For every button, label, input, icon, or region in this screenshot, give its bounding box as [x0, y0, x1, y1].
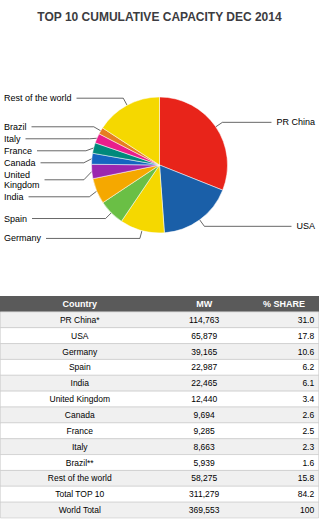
svg-text:Spain: Spain: [69, 362, 91, 372]
svg-text:MW: MW: [196, 299, 212, 309]
svg-text:Italy: Italy: [4, 134, 21, 144]
svg-text:Country: Country: [63, 299, 98, 309]
svg-text:Total TOP 10: Total TOP 10: [55, 489, 104, 499]
svg-text:369,553: 369,553: [189, 505, 220, 515]
svg-text:12,440: 12,440: [191, 394, 217, 404]
svg-text:15.8: 15.8: [298, 473, 315, 483]
svg-text:100: 100: [300, 505, 314, 515]
svg-text:PR China: PR China: [276, 117, 315, 127]
svg-text:United Kingdom: United Kingdom: [50, 394, 110, 404]
svg-text:6.2: 6.2: [302, 362, 314, 372]
svg-text:5,939: 5,939: [194, 458, 216, 468]
svg-text:India: India: [71, 378, 90, 388]
svg-text:9,694: 9,694: [194, 410, 216, 420]
svg-text:Kingdom: Kingdom: [4, 180, 40, 190]
svg-text:6.1: 6.1: [302, 378, 314, 388]
svg-text:Rest of the world: Rest of the world: [48, 473, 112, 483]
svg-text:84.2: 84.2: [298, 489, 315, 499]
svg-text:Rest of the world: Rest of the world: [4, 93, 72, 103]
svg-text:22,465: 22,465: [191, 378, 217, 388]
svg-text:22,987: 22,987: [191, 362, 217, 372]
svg-text:58,275: 58,275: [191, 473, 217, 483]
svg-text:65,879: 65,879: [191, 331, 217, 341]
svg-text:World Total: World Total: [59, 505, 101, 515]
svg-text:3.4: 3.4: [302, 394, 314, 404]
svg-text:39,165: 39,165: [191, 347, 217, 357]
svg-text:United: United: [4, 170, 30, 180]
svg-text:India: India: [4, 192, 24, 202]
svg-text:9,285: 9,285: [194, 426, 216, 436]
svg-text:1.6: 1.6: [302, 458, 314, 468]
svg-text:17.8: 17.8: [298, 331, 315, 341]
svg-text:31.0: 31.0: [298, 315, 315, 325]
svg-text:2.6: 2.6: [302, 410, 314, 420]
svg-text:% SHARE: % SHARE: [263, 299, 305, 309]
svg-text:Germany: Germany: [4, 233, 42, 243]
svg-text:Italy: Italy: [72, 442, 88, 452]
svg-text:Spain: Spain: [4, 214, 27, 224]
svg-text:France: France: [67, 426, 94, 436]
svg-text:USA: USA: [296, 221, 315, 231]
svg-text:8,663: 8,663: [194, 442, 216, 452]
svg-text:Brazil**: Brazil**: [66, 458, 95, 468]
svg-text:France: France: [4, 146, 32, 156]
svg-text:10.6: 10.6: [298, 347, 315, 357]
svg-text:2.3: 2.3: [302, 442, 314, 452]
svg-text:Germany: Germany: [62, 347, 98, 357]
svg-text:2.5: 2.5: [302, 426, 314, 436]
svg-text:Canada: Canada: [4, 158, 36, 168]
svg-text:311,279: 311,279: [189, 489, 219, 499]
svg-text:114,763: 114,763: [189, 315, 219, 325]
svg-text:PR China*: PR China*: [60, 315, 100, 325]
svg-text:Canada: Canada: [65, 410, 95, 420]
svg-text:Brazil: Brazil: [4, 122, 27, 132]
svg-text:TOP 10 CUMULATIVE CAPACITY DEC: TOP 10 CUMULATIVE CAPACITY DEC 2014: [37, 10, 282, 24]
svg-text:USA: USA: [71, 331, 89, 341]
